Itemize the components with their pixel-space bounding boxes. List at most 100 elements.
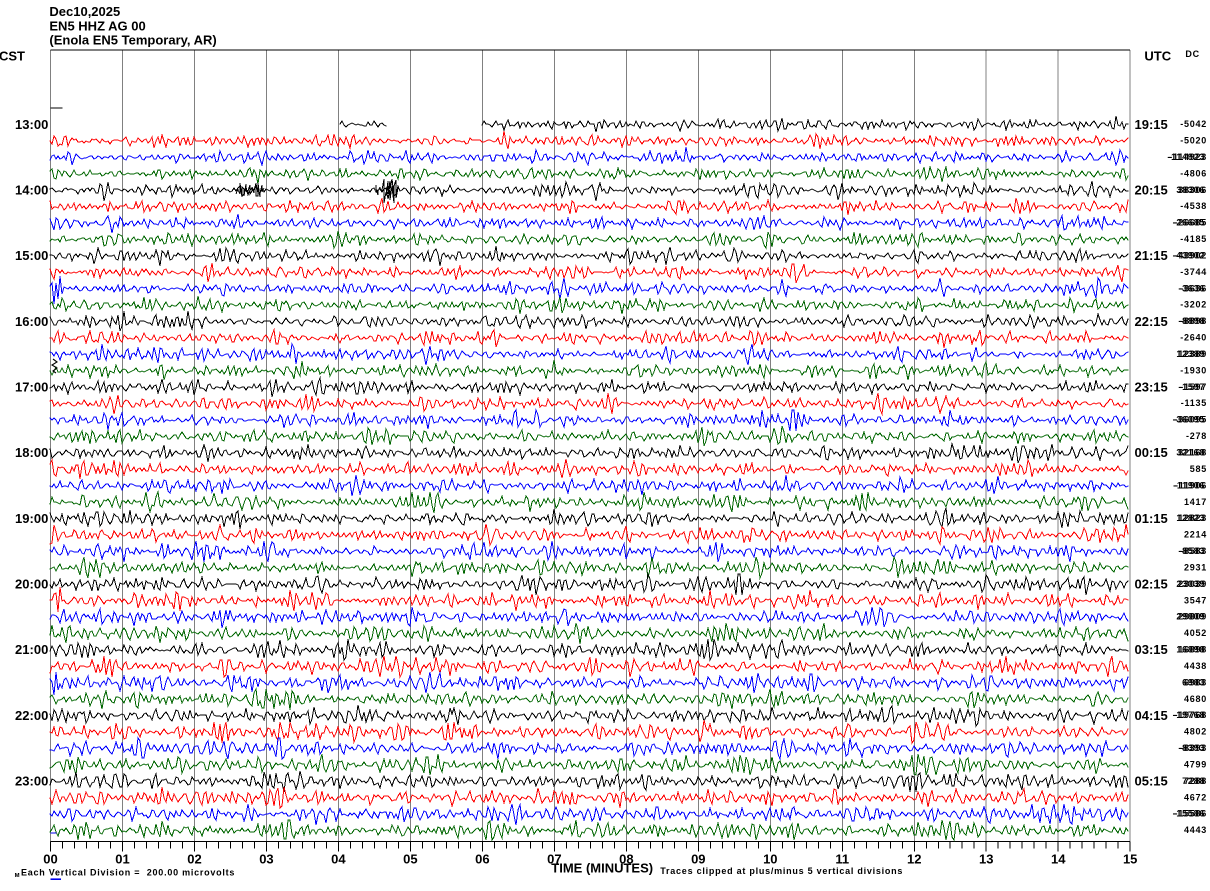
svg-text:29809: 29809 — [1176, 612, 1205, 622]
svg-text:38306: 38306 — [1176, 185, 1205, 195]
svg-text:-3744: -3744 — [1180, 267, 1207, 277]
svg-text:Dec10,2025: Dec10,2025 — [49, 4, 120, 19]
svg-text:-8583: -8583 — [1180, 546, 1207, 556]
svg-text:-26685: -26685 — [1173, 218, 1206, 228]
svg-text:16:00: 16:00 — [15, 314, 48, 329]
svg-text:2214: 2214 — [1184, 530, 1207, 540]
svg-text:EN5 HHZ AG 00: EN5 HHZ AG 00 — [49, 18, 145, 33]
svg-text:03:15: 03:15 — [1135, 642, 1168, 657]
svg-text:19:00: 19:00 — [15, 511, 48, 526]
svg-text:16898: 16898 — [1178, 645, 1207, 655]
svg-text:6983: 6983 — [1184, 677, 1207, 687]
svg-text:32168: 32168 — [1178, 448, 1207, 458]
svg-text:05:15: 05:15 — [1135, 774, 1168, 789]
svg-text:14: 14 — [1051, 852, 1066, 867]
svg-text:20:00: 20:00 — [15, 577, 48, 592]
svg-text:29809: 29809 — [1178, 612, 1207, 622]
svg-text:-8393: -8393 — [1178, 743, 1205, 753]
svg-text:-36095: -36095 — [1173, 415, 1206, 425]
svg-text:-1930: -1930 — [1180, 365, 1207, 375]
svg-text:-43902: -43902 — [1174, 250, 1207, 260]
svg-text:Each Vertical Division = 200.: Each Vertical Division = 200.00 microvol… — [21, 868, 235, 878]
svg-text:15: 15 — [1123, 852, 1137, 867]
svg-text:-2640: -2640 — [1180, 333, 1207, 343]
svg-text:-278: -278 — [1186, 431, 1207, 441]
svg-text:-1597: -1597 — [1180, 382, 1207, 392]
svg-text:-3636: -3636 — [1180, 283, 1207, 293]
svg-text:-15586: -15586 — [1174, 809, 1207, 819]
svg-text:21:15: 21:15 — [1135, 248, 1168, 263]
svg-text:6983: 6983 — [1182, 677, 1205, 687]
svg-text:-8898: -8898 — [1178, 316, 1205, 326]
svg-text:4443: 4443 — [1184, 825, 1207, 835]
svg-text:-8393: -8393 — [1180, 743, 1207, 753]
svg-text:04: 04 — [331, 852, 346, 867]
svg-text:-11906: -11906 — [1173, 480, 1205, 490]
svg-text:4680: 4680 — [1184, 694, 1207, 704]
svg-text:03: 03 — [259, 852, 273, 867]
svg-text:15:00: 15:00 — [15, 248, 48, 263]
svg-text:22:15: 22:15 — [1135, 314, 1168, 329]
svg-text:-8898: -8898 — [1180, 316, 1207, 326]
svg-text:20:15: 20:15 — [1135, 182, 1168, 197]
svg-text:м: м — [15, 872, 20, 879]
svg-text:-1135: -1135 — [1181, 398, 1207, 408]
svg-text:-114923: -114923 — [1169, 152, 1207, 162]
svg-text:4438: 4438 — [1184, 661, 1207, 671]
svg-text:-1597: -1597 — [1178, 382, 1205, 392]
svg-text:13:00: 13:00 — [15, 117, 48, 132]
svg-text:07: 07 — [547, 852, 561, 867]
svg-text:14:00: 14:00 — [15, 182, 48, 197]
svg-text:13: 13 — [979, 852, 993, 867]
svg-text:UTC: UTC — [1144, 49, 1171, 64]
svg-text:23:15: 23:15 — [1135, 380, 1168, 395]
svg-text:09: 09 — [691, 852, 705, 867]
svg-text:12823: 12823 — [1178, 513, 1207, 523]
svg-text:16898: 16898 — [1176, 645, 1205, 655]
svg-text:Traces clipped at plus/minus 5: Traces clipped at plus/minus 5 vertical … — [660, 866, 903, 876]
svg-text:23039: 23039 — [1176, 579, 1205, 589]
svg-text:19:15: 19:15 — [1135, 117, 1168, 132]
svg-text:05: 05 — [403, 852, 417, 867]
svg-text:-11906: -11906 — [1175, 480, 1207, 490]
svg-text:00:15: 00:15 — [1135, 445, 1168, 460]
svg-text:12: 12 — [907, 852, 921, 867]
svg-text:-43902: -43902 — [1173, 250, 1206, 260]
svg-text:01:15: 01:15 — [1135, 511, 1168, 526]
svg-text:1417: 1417 — [1184, 497, 1207, 507]
svg-text:2931: 2931 — [1184, 562, 1207, 572]
svg-text:7288: 7288 — [1184, 776, 1207, 786]
svg-text:-8583: -8583 — [1178, 546, 1205, 556]
svg-text:23039: 23039 — [1178, 579, 1207, 589]
svg-text:02: 02 — [187, 852, 201, 867]
svg-text:DC: DC — [1185, 49, 1200, 59]
svg-text:-4538: -4538 — [1180, 201, 1207, 211]
svg-text:12389: 12389 — [1176, 349, 1205, 359]
svg-text:-3636: -3636 — [1178, 283, 1205, 293]
svg-text:17:00: 17:00 — [15, 380, 48, 395]
svg-text:-19768: -19768 — [1174, 710, 1207, 720]
svg-text:-3202: -3202 — [1180, 300, 1207, 310]
svg-text:06: 06 — [475, 852, 489, 867]
svg-text:02:15: 02:15 — [1135, 577, 1168, 592]
svg-text:04:15: 04:15 — [1135, 708, 1168, 723]
svg-text:-36095: -36095 — [1174, 415, 1207, 425]
svg-text:-5042: -5042 — [1180, 119, 1207, 129]
svg-text:4802: 4802 — [1184, 727, 1207, 737]
svg-text:-114923: -114923 — [1167, 152, 1205, 162]
svg-text:32168: 32168 — [1176, 448, 1205, 458]
svg-text:(Enola EN5 Temporary, AR): (Enola EN5 Temporary, AR) — [49, 33, 216, 48]
svg-text:-19768: -19768 — [1173, 710, 1206, 720]
svg-text:7288: 7288 — [1182, 776, 1205, 786]
svg-text:CST: CST — [0, 49, 25, 64]
svg-text:18:00: 18:00 — [15, 445, 48, 460]
svg-text:10: 10 — [763, 852, 777, 867]
svg-text:3547: 3547 — [1184, 595, 1207, 605]
svg-text:12389: 12389 — [1178, 349, 1207, 359]
svg-text:11: 11 — [835, 852, 849, 867]
svg-text:4799: 4799 — [1184, 759, 1207, 769]
svg-text:TIME (MINUTES): TIME (MINUTES) — [551, 860, 653, 875]
svg-text:-4185: -4185 — [1180, 234, 1207, 244]
svg-text:01: 01 — [115, 852, 129, 867]
svg-text:00: 00 — [43, 852, 57, 867]
